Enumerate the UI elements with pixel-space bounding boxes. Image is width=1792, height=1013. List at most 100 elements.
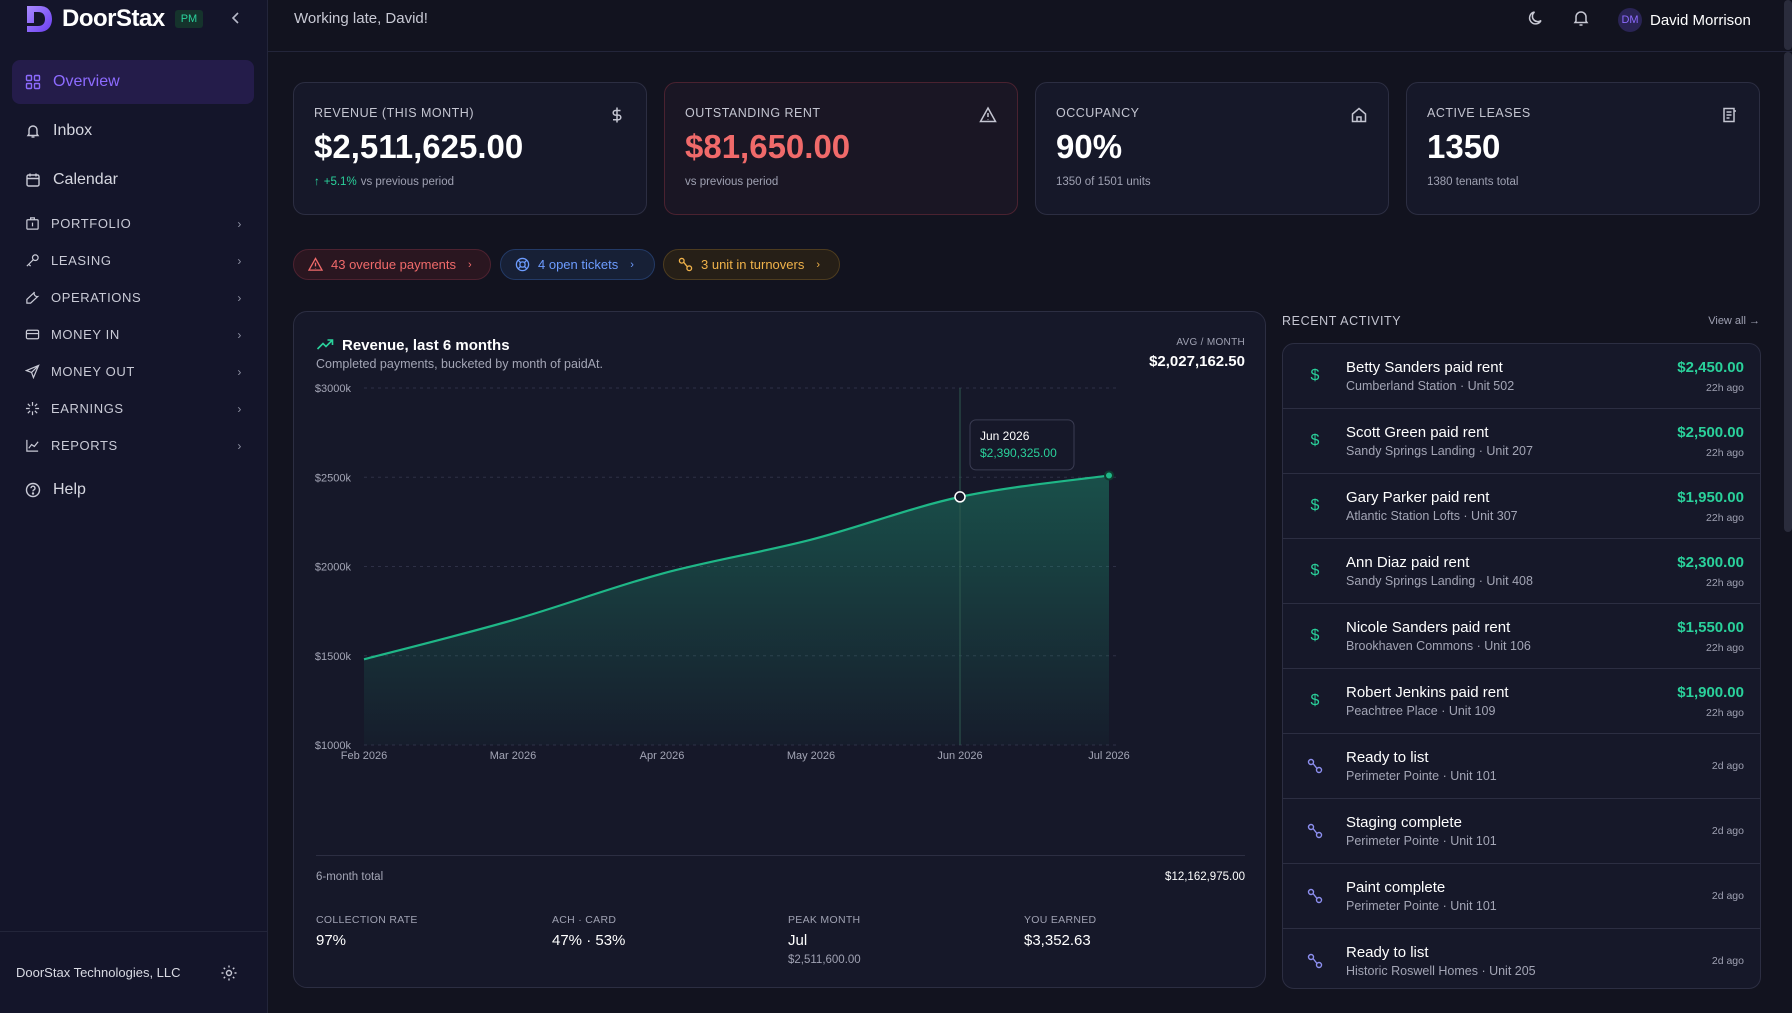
dollar-icon: $ xyxy=(1310,627,1320,644)
turnovers-pill[interactable]: 3 unit in turnovers › xyxy=(663,249,840,280)
activity-item[interactable]: $ Robert Jenkins paid rent Peachtree Place… xyxy=(1283,669,1760,734)
paint-roller-icon xyxy=(1303,949,1327,973)
sidebar-section-reports[interactable]: REPORTS › xyxy=(12,429,254,462)
building-icon xyxy=(26,217,39,230)
sidebar-section-label: MONEY IN xyxy=(51,327,120,342)
activity-location: Perimeter Pointe · Unit 101 xyxy=(1346,899,1497,913)
chevron-right-icon: › xyxy=(237,438,242,453)
active-leases-card[interactable]: ACTIVE LEASES 1350 1380 tenants total xyxy=(1406,82,1760,215)
stat-label: COLLECTION RATE xyxy=(316,914,418,926)
activity-title: Nicole Sanders paid rent xyxy=(1346,619,1511,636)
sidebar-section-operations[interactable]: OPERATIONS › xyxy=(12,281,254,314)
activity-item[interactable]: $ Ann Diaz paid rent Sandy Springs Landing… xyxy=(1283,539,1760,604)
activity-amount: $1,550.00 xyxy=(1677,619,1744,636)
x-tick-label: Mar 2026 xyxy=(490,750,536,762)
sidebar-section-money-in[interactable]: MONEY IN › xyxy=(12,318,254,351)
y-tick-label: $2000k xyxy=(315,562,352,574)
scrollbar[interactable] xyxy=(1784,0,1792,50)
outstanding-rent-card[interactable]: OUTSTANDING RENT $81,650.00 vs previous … xyxy=(664,82,1018,215)
stat-label: ACH · CARD xyxy=(552,914,617,926)
collection-rate-stat: COLLECTION RATE 97% xyxy=(316,914,418,949)
tooltip-month: Jun 2026 xyxy=(980,429,1030,443)
chevron-right-icon: › xyxy=(237,216,242,231)
activity-item[interactable]: $ Nicole Sanders paid rent Brookhaven Comm… xyxy=(1283,604,1760,669)
activity-item[interactable]: Paint complete Perimeter Pointe · Unit 10… xyxy=(1283,864,1760,929)
dollar-icon: $ xyxy=(1310,497,1320,514)
divider xyxy=(316,855,1245,856)
sidebar-item-calendar[interactable]: Calendar xyxy=(12,158,254,202)
series-area xyxy=(364,475,1109,745)
moon-icon[interactable] xyxy=(1526,8,1546,28)
card-delta: +5.1% xyxy=(323,176,357,188)
sidebar-section-earnings[interactable]: EARNINGS › xyxy=(12,392,254,425)
sidebar-item-help[interactable]: Help xyxy=(12,468,254,512)
collapse-sidebar-button[interactable] xyxy=(226,8,246,28)
sidebar-item-overview[interactable]: Overview xyxy=(12,60,254,104)
activity-time: 22h ago xyxy=(1706,512,1744,524)
revenue-card[interactable]: REVENUE (THIS MONTH) $2,511,625.00 ↑ +5.… xyxy=(293,82,647,215)
sidebar-section-money-out[interactable]: MONEY OUT › xyxy=(12,355,254,388)
dollar-icon: $ xyxy=(1310,562,1320,579)
end-point xyxy=(1104,470,1114,481)
peak-month-stat: PEAK MONTH Jul $2,511,600.00 xyxy=(788,914,861,966)
activity-item[interactable]: Ready to list Perimeter Pointe · Unit 101… xyxy=(1283,734,1760,799)
gear-icon[interactable] xyxy=(220,964,238,982)
avg-month-label: AVG / MONTH xyxy=(1176,337,1245,348)
brand[interactable]: DoorStax PM xyxy=(24,2,204,36)
sidebar-item-inbox[interactable]: Inbox xyxy=(12,109,254,153)
activity-item[interactable]: $ Scott Green paid rent Sandy Springs Land… xyxy=(1283,409,1760,474)
stat-value: 97% xyxy=(316,932,347,949)
chevron-right-icon: › xyxy=(237,364,242,379)
avg-month-value: $2,027,162.50 xyxy=(1149,353,1245,370)
activity-location: Sandy Springs Landing · Unit 207 xyxy=(1346,444,1533,458)
chevron-right-icon: › xyxy=(237,253,242,268)
activity-amount: $2,300.00 xyxy=(1677,554,1744,571)
activity-time: 22h ago xyxy=(1706,707,1744,719)
document-icon xyxy=(1723,107,1736,123)
sparkle-icon xyxy=(25,401,40,416)
lifebuoy-icon xyxy=(515,257,530,272)
activity-title: Robert Jenkins paid rent xyxy=(1346,684,1509,701)
activity-item[interactable]: $ Betty Sanders paid rent Cumberland Stati… xyxy=(1283,344,1760,409)
chevron-right-icon: › xyxy=(630,258,634,271)
help-icon xyxy=(25,482,41,498)
arrow-up-icon: ↑ xyxy=(314,176,320,188)
activity-title: Ready to list xyxy=(1346,944,1429,961)
view-all-link[interactable]: View all → xyxy=(1708,315,1760,327)
paint-roller-icon xyxy=(1303,884,1327,908)
activity-title: Staging complete xyxy=(1346,814,1462,831)
notification-bell-icon[interactable] xyxy=(1571,8,1591,28)
wrench-icon xyxy=(26,291,40,304)
activity-location: Perimeter Pointe · Unit 101 xyxy=(1346,769,1497,783)
activity-title: Gary Parker paid rent xyxy=(1346,489,1490,506)
card-label: ACTIVE LEASES xyxy=(1427,106,1531,120)
activity-item[interactable]: Staging complete Perimeter Pointe · Unit … xyxy=(1283,799,1760,864)
activity-time: 2d ago xyxy=(1711,890,1744,902)
overdue-payments-pill[interactable]: 43 overdue payments › xyxy=(293,249,491,280)
activity-item[interactable]: $ Gary Parker paid rent Atlantic Station L… xyxy=(1283,474,1760,539)
recent-activity-header: RECENT ACTIVITY xyxy=(1282,314,1402,328)
chevron-left-icon xyxy=(231,12,239,24)
sidebar-section-label: PORTFOLIO xyxy=(51,216,132,231)
card-label: OCCUPANCY xyxy=(1056,106,1140,120)
sidebar-section-label: LEASING xyxy=(51,253,112,268)
occupancy-card[interactable]: OCCUPANCY 90% 1350 of 1501 units xyxy=(1035,82,1389,215)
grid-icon xyxy=(25,74,41,90)
card-label: OUTSTANDING RENT xyxy=(685,106,821,120)
page-scrollbar[interactable] xyxy=(1784,52,1792,532)
activity-item[interactable]: Ready to list Historic Roswell Homes · Un… xyxy=(1283,929,1760,988)
calendar-icon xyxy=(26,173,40,187)
activity-location: Perimeter Pointe · Unit 101 xyxy=(1346,834,1497,848)
revenue-title-text: Revenue, last 6 months xyxy=(342,336,510,354)
revenue-chart[interactable]: $1000k $1500k $2000k $2500k $3000k Feb 2026 Ma… xyxy=(294,312,1267,989)
open-tickets-pill[interactable]: 4 open tickets › xyxy=(500,249,655,280)
user-menu[interactable]: DM David Morrison xyxy=(1618,8,1751,32)
stat-value: 47% · 53% xyxy=(552,932,626,949)
chevron-right-icon: › xyxy=(816,258,821,271)
sidebar-section-leasing[interactable]: LEASING › xyxy=(12,244,254,277)
warning-icon xyxy=(308,257,323,271)
topbar: Working late, David! DM David Morrison xyxy=(268,0,1792,52)
sidebar-section-portfolio[interactable]: PORTFOLIO › xyxy=(12,207,254,240)
stat-sub: $2,511,600.00 xyxy=(788,954,861,966)
